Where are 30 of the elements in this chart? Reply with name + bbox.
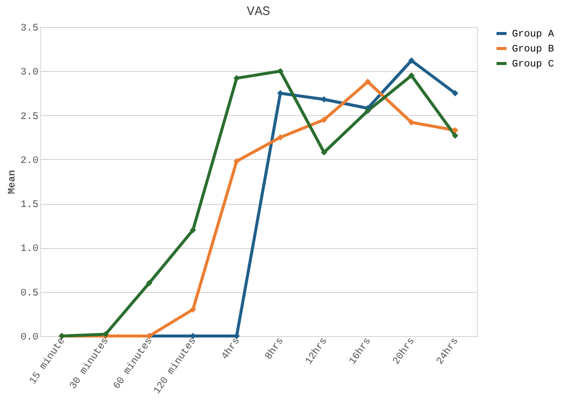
point	[146, 280, 152, 286]
point	[364, 78, 371, 85]
y-axis-title: Mean	[7, 170, 18, 194]
point	[277, 68, 284, 74]
point	[452, 90, 458, 96]
legend-label: Group A	[512, 30, 554, 40]
point	[233, 158, 240, 164]
point	[320, 116, 328, 123]
point	[408, 72, 415, 79]
legend-label: Group C	[512, 60, 554, 70]
point	[190, 306, 196, 313]
point	[277, 134, 284, 141]
y-tick-label: 0.5	[20, 288, 38, 300]
chart-title: VAS	[246, 4, 270, 19]
point	[452, 127, 458, 134]
y-tick-label: 2.5	[20, 112, 38, 123]
y-tick-label: 2.0	[20, 156, 38, 167]
y-tick-label: 3.5	[20, 24, 38, 34]
y-tick-label: 0.0	[20, 332, 38, 344]
point	[452, 132, 458, 139]
point	[320, 149, 328, 156]
y-tick-label: 1.0	[20, 244, 38, 256]
legend-label: Group B	[512, 44, 554, 56]
y-tick-label: 1.5	[20, 200, 38, 212]
y-tick-label: 3.0	[20, 68, 38, 79]
point	[364, 108, 371, 114]
point	[233, 75, 240, 82]
point	[408, 119, 415, 126]
point	[408, 57, 415, 64]
point	[190, 226, 196, 234]
